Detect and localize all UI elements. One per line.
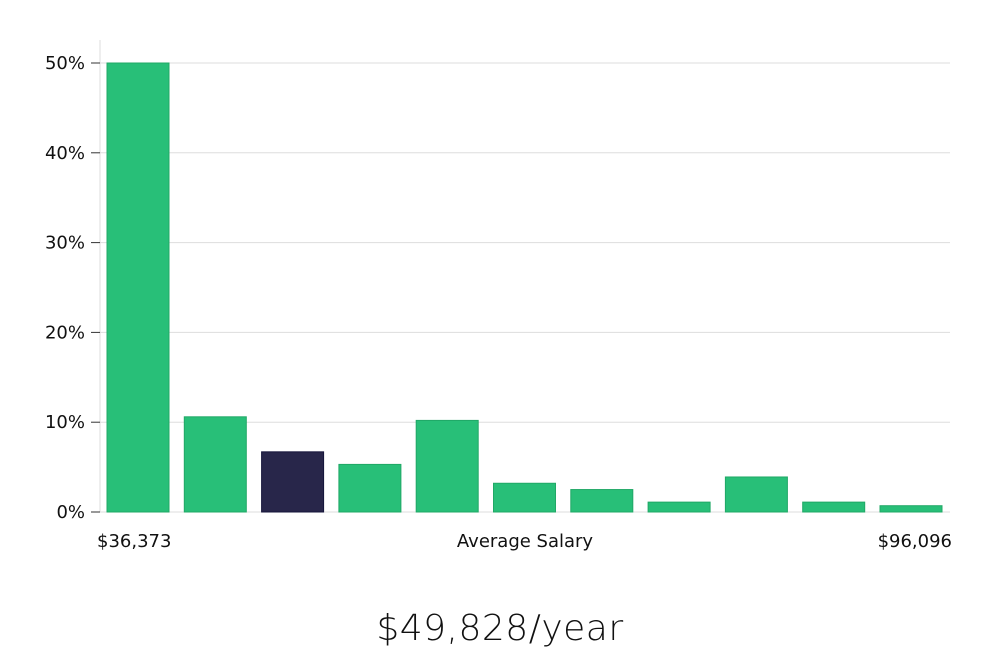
y-tick-label: 30%: [45, 233, 85, 254]
x-max-label: $96,096: [878, 531, 952, 552]
histogram-bar[interactable]: [570, 489, 634, 513]
histogram-bar[interactable]: [183, 416, 247, 513]
histogram-bar[interactable]: [493, 482, 556, 513]
histogram-bar[interactable]: [647, 501, 711, 513]
histogram-bar[interactable]: [724, 476, 788, 513]
histogram-bar[interactable]: [106, 62, 170, 513]
y-tick-label: 0%: [56, 502, 85, 523]
average-salary-headline: $49,828/year: [376, 608, 624, 649]
y-tick-label: 10%: [45, 412, 85, 433]
x-axis-title: Average Salary: [457, 531, 594, 552]
histogram-bar-highlighted[interactable]: [261, 451, 325, 513]
histogram-bar[interactable]: [415, 419, 479, 513]
y-tick-label: 20%: [45, 322, 85, 343]
bar-layer: [106, 62, 943, 513]
histogram-bar[interactable]: [338, 463, 402, 513]
y-tick-label: 40%: [45, 143, 85, 164]
histogram-svg: 0% 10% 20% 30% 40% 50% $36,373 Average Salary…: [45, 40, 952, 552]
histogram-bar[interactable]: [802, 501, 866, 513]
histogram-bar[interactable]: [879, 505, 943, 513]
y-axis-ticks: 0% 10% 20% 30% 40% 50%: [45, 53, 100, 523]
x-min-label: $36,373: [97, 531, 171, 552]
y-tick-label: 50%: [45, 53, 85, 74]
